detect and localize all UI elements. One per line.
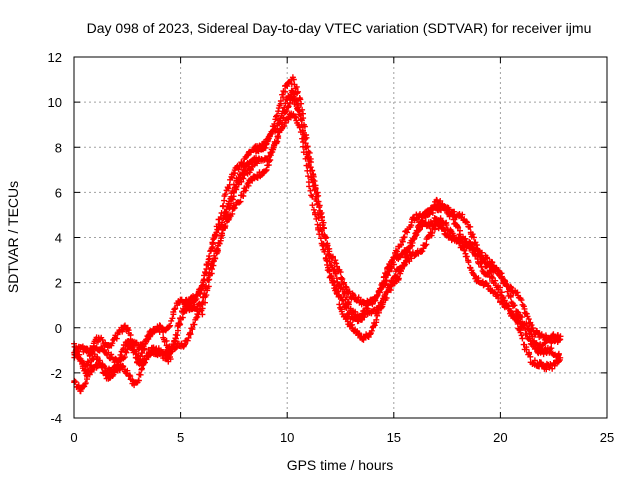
x-tick-label: 25: [600, 430, 614, 445]
grid: [74, 57, 607, 418]
data-points: [71, 74, 564, 395]
x-tick-label: 15: [387, 430, 401, 445]
y-tick-label: 2: [55, 276, 62, 291]
y-tick-label: -4: [50, 411, 62, 426]
axis-ticks: 0 5 10 15 20 25 -4 -2 0 2 4 6 8 10 12: [48, 50, 615, 445]
chart-title: Day 098 of 2023, Sidereal Day-to-day VTE…: [87, 20, 592, 36]
y-tick-label: 8: [55, 140, 62, 155]
x-tick-label: 20: [493, 430, 507, 445]
y-tick-label: 6: [55, 185, 62, 200]
x-axis-label: GPS time / hours: [287, 457, 394, 473]
y-tick-label: 12: [48, 50, 62, 65]
y-tick-label: -2: [50, 366, 62, 381]
data-point-marks: [71, 110, 563, 395]
y-tick-label: 4: [55, 231, 62, 246]
series-band: [71, 110, 563, 395]
x-tick-label: 0: [70, 430, 77, 445]
x-tick-label: 5: [177, 430, 184, 445]
y-axis-label: SDTVAR / TECUs: [5, 181, 21, 293]
y-tick-label: 0: [55, 321, 62, 336]
y-tick-label: 10: [48, 95, 62, 110]
x-tick-label: 10: [280, 430, 294, 445]
